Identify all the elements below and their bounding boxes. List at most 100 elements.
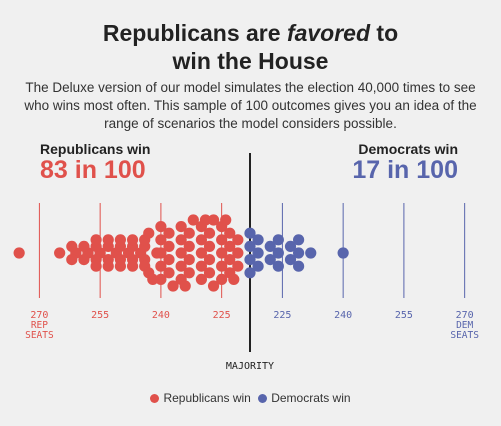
outcome-dot-rep-44 [175,247,187,259]
outcome-dot-rep-16 [66,240,78,252]
tick-sublabel-rep-1: SEATS [25,330,54,341]
legend: Republicans win Democrats win [0,391,501,405]
tick-sublabel-dem-0: DEM [456,320,473,331]
outcome-dot-rep-39 [155,221,167,233]
outcome-dot-rep-68 [224,240,236,252]
outcome-dot-rep-49 [183,254,195,266]
outcome-dot-rep-71 [232,247,244,259]
headline-post: to [376,20,399,46]
outcome-dot-dem-2 [244,267,256,279]
outcome-dot-dem-18 [337,247,349,259]
outcome-dot-rep-75 [187,214,199,226]
outcome-dot-dem-0 [244,254,256,266]
outcome-dot-rep-62 [216,247,228,259]
tick-label-dem-270: 270 [456,310,474,321]
outcome-dot-rep-40 [163,254,175,266]
outcome-dot-rep-60 [203,267,216,279]
outcome-dot-dem-6 [252,234,264,246]
tick-label-dem-255: 255 [395,310,413,321]
tick-label-rep-225: 225 [213,310,231,321]
outcome-dot-rep-65 [216,273,228,285]
outcome-dot-rep-38 [155,273,167,285]
tick-label-rep-270: 270 [30,310,48,321]
legend-rep-label: Republicans win [163,391,251,405]
outcome-dot-rep-31 [126,234,139,246]
outcome-dot-dem-4 [252,247,264,259]
outcome-dot-rep-36 [155,260,167,272]
outcome-dot-rep-61 [203,227,216,239]
outcome-dot-rep-26 [126,260,139,272]
legend-item-dem: Democrats win [258,391,351,405]
outcome-dot-rep-59 [203,240,216,252]
outcome-dot-rep-58 [203,254,216,266]
headline-line-1: Republicans are favored to [0,19,501,47]
outcome-dot-rep-23 [90,260,102,272]
outcome-dot-rep-79 [179,280,191,292]
outcome-dot-rep-42 [163,267,175,279]
outcome-dot-rep-41 [163,240,175,252]
outcome-dot-rep-0 [13,247,25,259]
legend-dem-label: Democrats win [271,391,351,405]
outcome-dot-rep-81 [207,214,220,226]
legend-item-rep: Republicans win [150,391,254,405]
outcome-dot-rep-64 [216,234,228,246]
outcome-dot-rep-63 [216,260,228,272]
outcome-dot-dem-9 [272,247,284,259]
outcome-dot-dem-3 [244,227,256,239]
headline-line-2: win the House [172,48,329,74]
tick-label-rep-255: 255 [91,310,109,321]
outcome-dot-rep-28 [90,234,102,246]
headline-pre: Republicans are [102,20,281,46]
outcome-dot-rep-43 [163,227,175,239]
outcome-dot-rep-78 [199,214,212,226]
outcome-dot-rep-56 [195,273,207,285]
outcome-dot-rep-46 [175,234,187,246]
outcome-dot-rep-17 [78,240,90,252]
outcome-dot-rep-55 [195,234,207,246]
outcome-dot-rep-72 [232,260,244,272]
tick-label-rep-240: 240 [152,310,170,321]
outcome-dot-rep-52 [183,227,195,239]
dem-outcome-value: 17 in 100 [352,156,458,184]
outcome-dot-dem-1 [244,240,256,252]
outcome-dot-dem-7 [264,254,276,266]
outcome-dot-dem-10 [272,260,284,272]
tick-sublabel-rep-0: REP [31,320,48,331]
legend-rep-swatch [150,394,160,403]
outcome-dot-dem-5 [252,260,264,272]
outcome-dot-rep-51 [183,267,195,279]
majority-label: MAJORITY [226,361,274,372]
outcome-dot-rep-1 [54,247,66,259]
outcome-dot-rep-10 [78,254,90,266]
rep-outcome-value: 83 in 100 [40,156,146,184]
outcome-dot-dem-12 [284,254,297,266]
outcome-dot-rep-35 [155,247,167,259]
outcome-dot-dem-13 [284,240,297,252]
dem-outcome-label: Democrats win [358,141,458,157]
tick-label-dem-225: 225 [273,310,291,321]
headline-emphasis: favored [286,20,371,46]
outcome-dot-dem-17 [305,247,317,259]
tick-sublabel-dem-1: SEATS [450,330,479,341]
outcome-dot-dem-16 [293,234,305,246]
outcome-dot-rep-48 [175,221,187,233]
outcome-dot-rep-25 [114,260,126,272]
outcome-dot-rep-54 [195,260,207,272]
outcome-dot-rep-24 [102,260,114,272]
subtitle: The Deluxe version of our model simulate… [24,80,477,131]
outcome-dot-rep-77 [167,280,179,292]
outcome-dot-rep-74 [207,280,220,292]
outcome-dot-dem-15 [293,260,305,272]
outcome-dot-rep-50 [183,240,195,252]
outcome-dot-rep-45 [175,260,187,272]
outcome-dot-rep-67 [224,254,236,266]
outcome-dot-rep-37 [155,234,167,246]
outcome-dot-rep-29 [102,234,114,246]
outcome-dot-rep-80 [147,273,159,285]
rep-outcome-label: Republicans win [40,141,151,157]
tick-label-dem-240: 240 [334,310,352,321]
outcome-dot-rep-70 [224,227,236,239]
outcome-dot-rep-34 [143,227,155,239]
